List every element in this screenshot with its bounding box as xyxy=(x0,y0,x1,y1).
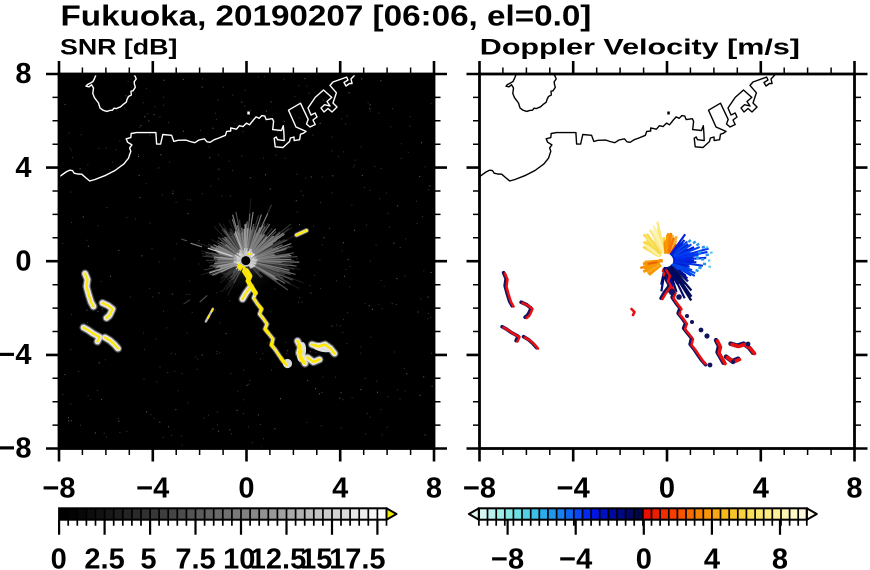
svg-text:8: 8 xyxy=(15,58,31,90)
svg-text:8: 8 xyxy=(772,544,788,570)
svg-text:−8: −8 xyxy=(0,433,32,465)
svg-text:12.5: 12.5 xyxy=(250,544,306,570)
svg-text:0: 0 xyxy=(15,245,31,277)
svg-text:−4: −4 xyxy=(559,544,592,570)
svg-text:15: 15 xyxy=(300,544,332,570)
svg-text:−8: −8 xyxy=(491,544,524,570)
svg-text:8: 8 xyxy=(846,473,862,505)
svg-text:0: 0 xyxy=(238,473,254,505)
svg-text:Doppler Velocity [m/s]: Doppler Velocity [m/s] xyxy=(480,35,800,60)
svg-text:4: 4 xyxy=(753,473,769,505)
svg-text:−8: −8 xyxy=(463,473,496,505)
svg-text:Fukuoka, 20190207 [06:06, el=0: Fukuoka, 20190207 [06:06, el=0.0] xyxy=(61,0,592,32)
svg-text:7.5: 7.5 xyxy=(175,544,215,570)
svg-text:−4: −4 xyxy=(136,473,169,505)
svg-text:5: 5 xyxy=(140,544,156,570)
svg-text:−8: −8 xyxy=(42,473,75,505)
svg-text:0: 0 xyxy=(659,473,675,505)
svg-text:4: 4 xyxy=(704,544,720,570)
svg-text:SNR [dB]: SNR [dB] xyxy=(60,36,177,60)
svg-text:0: 0 xyxy=(51,544,67,570)
svg-text:0: 0 xyxy=(636,544,652,570)
svg-text:8: 8 xyxy=(426,473,442,505)
svg-text:10: 10 xyxy=(223,544,255,570)
svg-text:2.5: 2.5 xyxy=(84,544,124,570)
svg-text:17.5: 17.5 xyxy=(329,544,385,570)
svg-text:−4: −4 xyxy=(0,339,32,371)
svg-text:4: 4 xyxy=(332,473,348,505)
svg-text:−4: −4 xyxy=(557,473,590,505)
svg-text:4: 4 xyxy=(15,152,31,184)
